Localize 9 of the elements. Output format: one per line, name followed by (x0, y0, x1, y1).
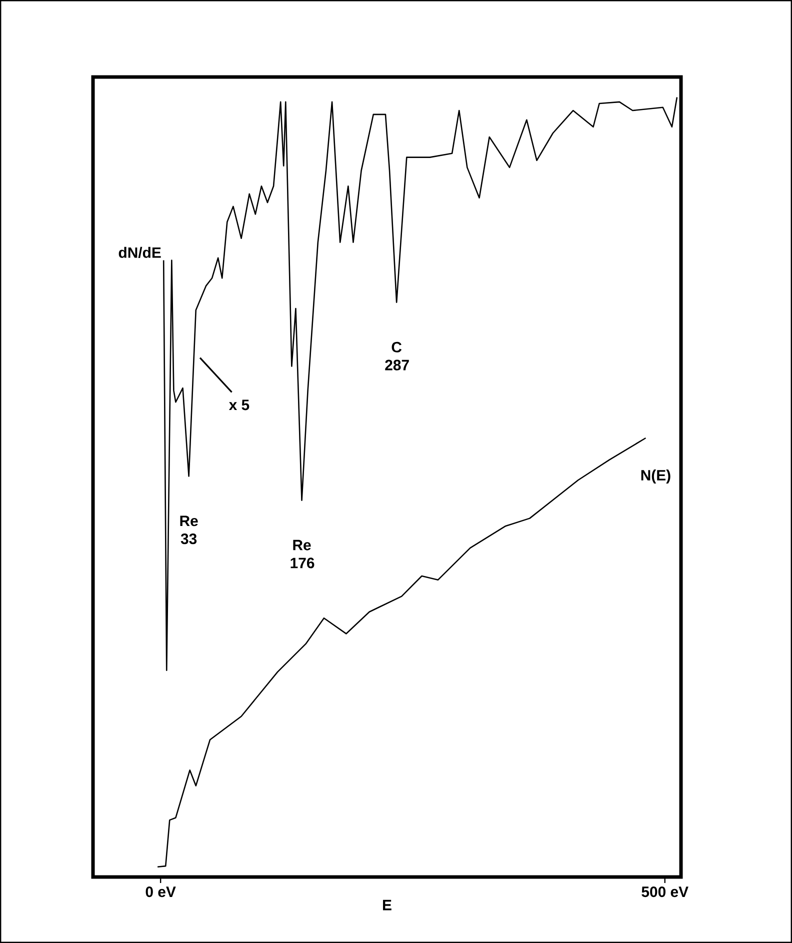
annotation: C 287 (385, 342, 409, 370)
series-label: N(E) (641, 470, 670, 484)
annotation: Re 33 (180, 516, 198, 544)
annotation: x 5 (228, 400, 250, 410)
annotation: Re 176 (290, 540, 314, 568)
x-axis-title: E (383, 900, 392, 910)
series-label: dN/dE (118, 246, 161, 258)
x-tick-label: 500 eV (642, 886, 688, 898)
x-tick-label: 0 eV (146, 886, 176, 898)
